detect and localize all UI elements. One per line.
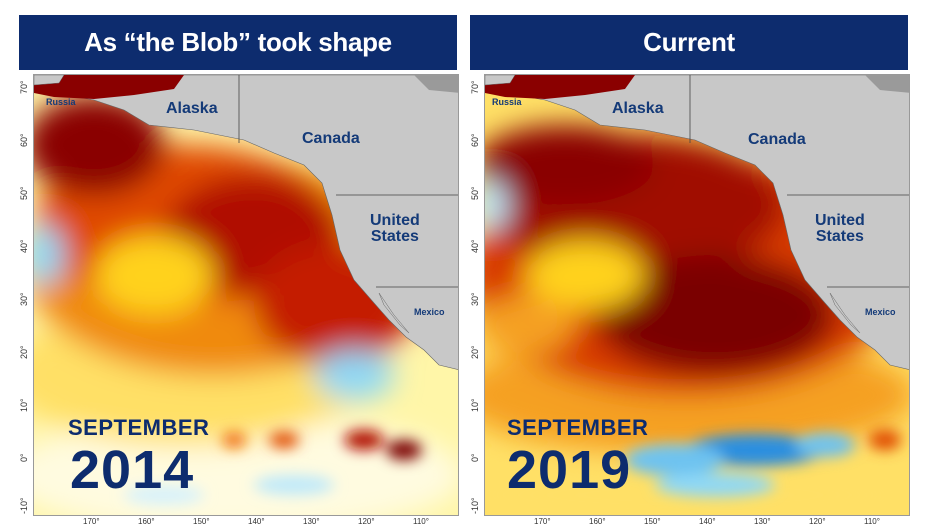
lat-tick-20: 20°	[19, 345, 29, 359]
lat-tick-0: 0°	[470, 453, 480, 462]
sst-map-graphic	[34, 75, 458, 515]
lat-tick-40: 40°	[470, 239, 480, 253]
map-label-mexico: Mexico	[414, 307, 445, 317]
lon-tick-120: 120°	[358, 517, 375, 526]
map-label-russia: Russia	[46, 97, 76, 107]
lat-tick-minus10: -10°	[19, 497, 29, 514]
year-label: 2014	[70, 440, 195, 500]
map-label-united-states: United States	[370, 213, 420, 245]
month-label: SEPTEMBER	[507, 415, 649, 440]
lat-tick-0: 0°	[19, 453, 29, 462]
lat-tick-minus10: -10°	[470, 497, 480, 514]
latitude-axis: 70° 60° 50° 40° 30° 20° 10° 0° -10°	[19, 74, 33, 516]
us-line-2: States	[370, 228, 419, 245]
lat-tick-60: 60°	[19, 133, 29, 147]
us-line-2: States	[815, 228, 864, 245]
lon-tick-150: 150°	[193, 517, 210, 526]
us-line-1: United	[370, 212, 420, 229]
lon-tick-110: 110°	[864, 517, 880, 526]
lat-tick-10: 10°	[470, 398, 480, 412]
lat-tick-60: 60°	[470, 133, 480, 147]
latitude-axis: 70° 60° 50° 40° 30° 20° 10° 0° -10°	[470, 74, 484, 516]
lon-tick-120: 120°	[809, 517, 826, 526]
lon-tick-150: 150°	[644, 517, 661, 526]
lat-tick-40: 40°	[19, 239, 29, 253]
sst-anomaly-map: Russia Alaska Canada United States Mexic…	[33, 74, 459, 516]
lon-tick-110: 110°	[413, 517, 429, 526]
lon-tick-140: 140°	[248, 517, 265, 526]
lon-tick-160: 160°	[589, 517, 606, 526]
lat-tick-70: 70°	[470, 80, 480, 94]
sst-map-graphic	[485, 75, 909, 515]
map-label-canada: Canada	[302, 130, 360, 147]
lon-tick-130: 130°	[303, 517, 320, 526]
month-label: SEPTEMBER	[68, 415, 210, 440]
longitude-axis: 170° 160° 150° 140° 130° 120° 110°	[33, 516, 459, 527]
lat-tick-70: 70°	[19, 80, 29, 94]
lat-tick-20: 20°	[470, 345, 480, 359]
lat-tick-50: 50°	[19, 186, 29, 200]
map-label-mexico: Mexico	[865, 307, 896, 317]
map-label-united-states: United States	[815, 213, 865, 245]
map-label-canada: Canada	[748, 131, 806, 148]
lon-tick-170: 170°	[534, 517, 551, 526]
lat-tick-30: 30°	[470, 292, 480, 306]
map-label-alaska: Alaska	[166, 100, 218, 117]
lat-tick-10: 10°	[19, 398, 29, 412]
lon-tick-140: 140°	[699, 517, 716, 526]
us-line-1: United	[815, 212, 865, 229]
lon-tick-170: 170°	[83, 517, 100, 526]
lon-tick-130: 130°	[754, 517, 771, 526]
lat-tick-30: 30°	[19, 292, 29, 306]
longitude-axis: 170° 160° 150° 140° 130° 120° 110°	[484, 516, 910, 527]
map-label-alaska: Alaska	[612, 100, 664, 117]
year-label: 2019	[507, 440, 632, 500]
sst-anomaly-map: Russia Alaska Canada United States Mexic…	[484, 74, 910, 516]
lon-tick-160: 160°	[138, 517, 155, 526]
panel-title: As “the Blob” took shape	[19, 15, 457, 70]
map-label-russia: Russia	[492, 97, 522, 107]
lat-tick-50: 50°	[470, 186, 480, 200]
panel-title: Current	[470, 15, 908, 70]
